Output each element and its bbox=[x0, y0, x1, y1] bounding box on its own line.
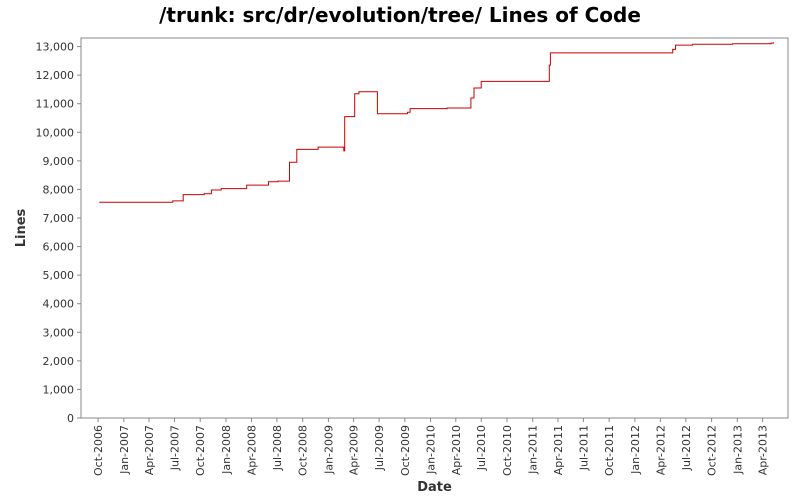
x-tick-label: Apr-2009 bbox=[348, 425, 361, 475]
x-tick-label: Oct-2009 bbox=[399, 425, 412, 476]
x-tick-label: Oct-2010 bbox=[501, 425, 514, 476]
y-axis-title: Lines bbox=[14, 208, 29, 247]
x-tick-label: Jul-2008 bbox=[271, 425, 284, 471]
y-tick-label: 9,000 bbox=[43, 155, 75, 168]
x-tick-label: Oct-2011 bbox=[603, 425, 616, 476]
y-tick-label: 3,000 bbox=[43, 326, 75, 339]
x-tick-label: Oct-2008 bbox=[297, 425, 310, 476]
y-tick-label: 13,000 bbox=[36, 41, 75, 54]
x-tick-label: Oct-2012 bbox=[706, 425, 719, 476]
x-tick-label: Jul-2009 bbox=[373, 425, 386, 471]
y-tick-label: 11,000 bbox=[36, 98, 75, 111]
x-tick-label: Jul-2011 bbox=[577, 425, 590, 471]
y-tick-label: 1,000 bbox=[43, 383, 75, 396]
x-tick-label: Jan-2009 bbox=[322, 425, 335, 475]
y-tick-label: 0 bbox=[67, 412, 74, 425]
x-tick-label: Oct-2007 bbox=[194, 425, 207, 476]
y-tick-label: 5,000 bbox=[43, 269, 75, 282]
x-tick-label: Jan-2012 bbox=[629, 425, 642, 475]
x-tick-label: Apr-2007 bbox=[143, 425, 156, 475]
y-tick-label: 4,000 bbox=[43, 298, 75, 311]
x-tick-label: Apr-2011 bbox=[552, 425, 565, 475]
chart-title: /trunk: src/dr/evolution/tree/ Lines of … bbox=[159, 3, 641, 27]
x-tick-label: Apr-2012 bbox=[654, 425, 667, 475]
y-tick-label: 10,000 bbox=[36, 126, 75, 139]
x-tick-label: Jan-2010 bbox=[425, 425, 438, 475]
y-tick-label: 2,000 bbox=[43, 355, 75, 368]
y-tick-label: 6,000 bbox=[43, 241, 75, 254]
x-tick-label: Oct-2006 bbox=[92, 425, 105, 476]
plot-area bbox=[80, 37, 789, 419]
y-tick-label: 7,000 bbox=[43, 212, 75, 225]
series-layer bbox=[99, 42, 774, 203]
series-line bbox=[99, 42, 774, 203]
y-tick-label: 8,000 bbox=[43, 183, 75, 196]
y-axis: 0 1,000 2,000 3,000 4,000 5,000 6,000 7,000 8,00… bbox=[36, 41, 81, 425]
x-tick-label: Jan-2013 bbox=[731, 425, 744, 475]
x-tick-label: Jul-2010 bbox=[475, 425, 488, 471]
x-tick-label: Jan-2007 bbox=[118, 425, 131, 475]
x-axis-title: Date bbox=[417, 480, 452, 495]
x-tick-label: Apr-2008 bbox=[245, 425, 258, 475]
x-tick-label: Jul-2012 bbox=[680, 425, 693, 471]
x-tick-label: Jan-2011 bbox=[527, 425, 540, 475]
x-tick-label: Jan-2008 bbox=[220, 425, 233, 475]
x-tick-label: Apr-2010 bbox=[450, 425, 463, 475]
y-tick-label: 12,000 bbox=[36, 69, 75, 82]
x-tick-label: Apr-2013 bbox=[757, 425, 770, 475]
x-tick-label: Jul-2007 bbox=[168, 425, 181, 471]
x-axis: Oct-2006 Jan-2007 Apr-2007 Jul-2007 Oct-2007… bbox=[92, 418, 770, 476]
